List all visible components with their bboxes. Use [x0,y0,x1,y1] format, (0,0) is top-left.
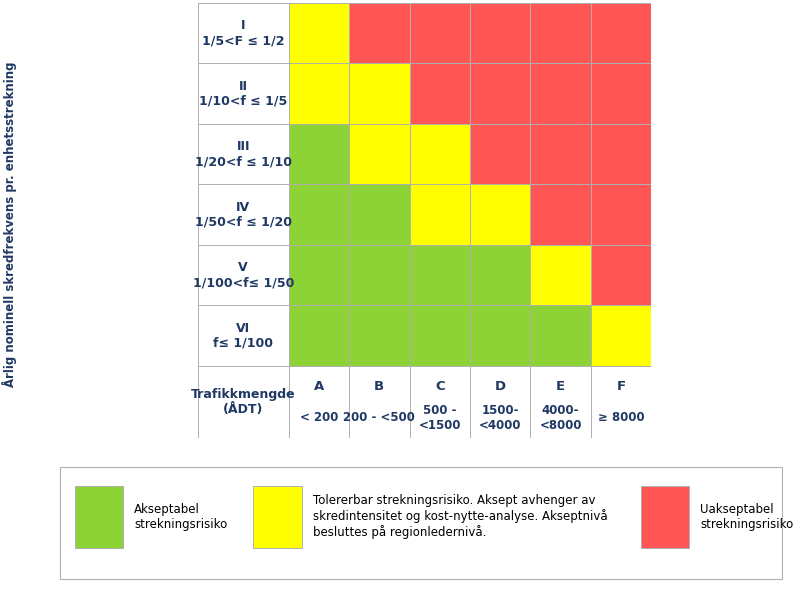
Bar [470,63,530,124]
Bar [470,124,530,184]
Text: V
1/100<f≤ 1/50: V 1/100<f≤ 1/50 [192,261,294,289]
Text: II
1/10<f ≤ 1/5: II 1/10<f ≤ 1/5 [199,80,287,108]
Bar [349,184,410,245]
Bar [530,306,591,366]
Text: III
1/20<f ≤ 1/10: III 1/20<f ≤ 1/10 [195,140,291,168]
Bar [198,366,288,439]
Bar [470,366,530,439]
Bar [591,124,651,184]
Text: E: E [556,379,565,392]
Bar [288,124,349,184]
Text: Trafikkmengde
(ÅDT): Trafikkmengde (ÅDT) [191,388,295,416]
Bar [530,3,591,63]
Bar [288,245,349,306]
Bar [470,184,530,245]
Text: < 200: < 200 [299,411,338,424]
Bar [198,3,288,63]
Bar [288,366,349,439]
Bar [288,63,349,124]
Text: VI
f≤ 1/100: VI f≤ 1/100 [213,322,273,349]
Bar [254,486,302,548]
Bar [470,3,530,63]
Bar [349,3,410,63]
Bar [410,245,470,306]
Bar [198,306,288,366]
Bar [410,124,470,184]
Text: 4000-
<8000: 4000- <8000 [539,404,582,432]
Text: D: D [494,379,506,392]
Bar [410,366,470,439]
Text: A: A [314,379,324,392]
Bar [410,184,470,245]
Bar [349,366,410,439]
Text: Uakseptabel
strekningsrisiko: Uakseptabel strekningsrisiko [700,503,794,531]
Bar [288,306,349,366]
Bar [349,245,410,306]
Text: ≥ 8000: ≥ 8000 [598,411,645,424]
Bar [530,63,591,124]
Text: Akseptabel
strekningsrisiko: Akseptabel strekningsrisiko [134,503,228,531]
Bar [530,245,591,306]
Bar [530,124,591,184]
Bar [530,184,591,245]
Bar [198,63,288,124]
Bar [470,245,530,306]
Bar [75,486,123,548]
Text: 500 -
<1500: 500 - <1500 [419,404,461,432]
Bar [530,366,591,439]
Text: Årlig nominell skredfrekvens pr. enhetsstrekning: Årlig nominell skredfrekvens pr. enhetss… [2,62,17,387]
Bar [198,124,288,184]
Bar [591,63,651,124]
Text: C: C [435,379,444,392]
Text: 200 - <500: 200 - <500 [344,411,415,424]
Text: I
1/5<F ≤ 1/2: I 1/5<F ≤ 1/2 [202,19,284,47]
Bar [410,63,470,124]
Bar [198,184,288,245]
Text: 1500-
<4000: 1500- <4000 [479,404,522,432]
Bar [641,486,689,548]
Bar [591,184,651,245]
Text: Tolererbar strekningsrisiko. Aksept avhenger av
skredintensitet og kost-nytte-an: Tolererbar strekningsrisiko. Aksept avhe… [313,494,608,540]
Bar [410,3,470,63]
Bar [288,3,349,63]
Text: IV
1/50<f ≤ 1/20: IV 1/50<f ≤ 1/20 [195,200,291,229]
Bar [288,184,349,245]
Bar [591,245,651,306]
Bar [591,306,651,366]
Text: B: B [374,379,384,392]
Bar [349,306,410,366]
Bar [591,366,651,439]
Bar [410,306,470,366]
Bar [349,63,410,124]
Bar [470,306,530,366]
Bar [198,245,288,306]
Bar [349,124,410,184]
Bar [591,3,651,63]
Text: F: F [617,379,625,392]
